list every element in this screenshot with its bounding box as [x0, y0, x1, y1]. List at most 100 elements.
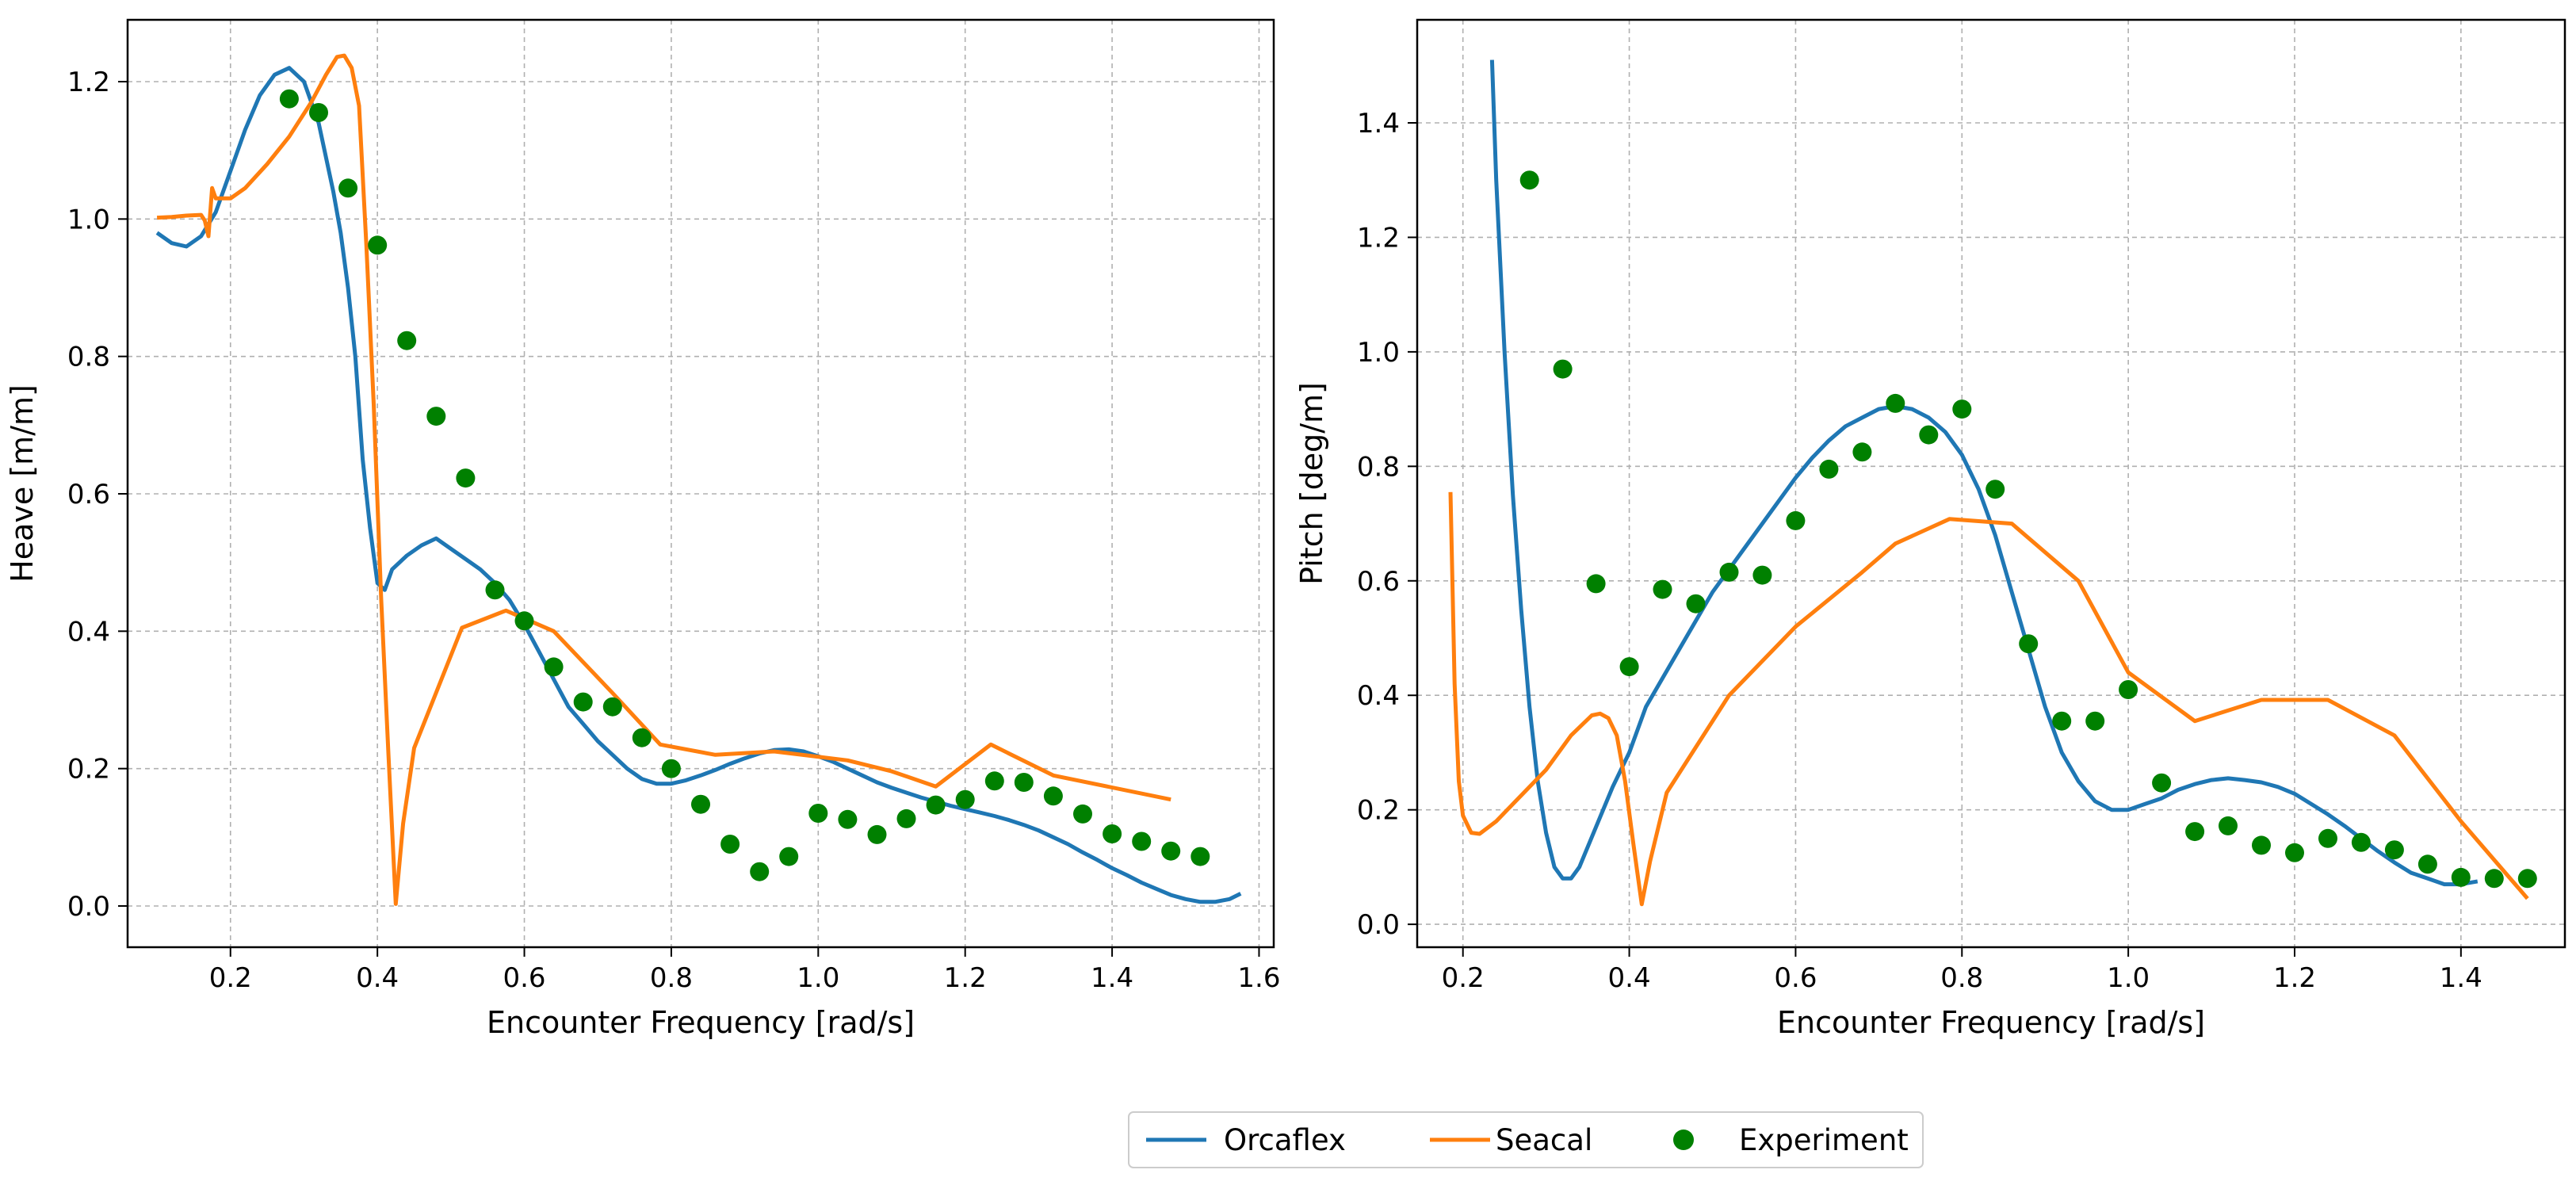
pitch-experiment-point	[2417, 854, 2437, 874]
pitch-y-tick-label: 1.0	[1357, 337, 1400, 369]
heave-experiment-point	[896, 808, 916, 828]
heave-y-axis-label: Heave [m/m]	[5, 384, 40, 583]
pitch-experiment-point	[2052, 711, 2072, 731]
pitch-experiment-point	[1952, 399, 1972, 419]
pitch-x-tick-label: 1.0	[2107, 962, 2150, 994]
heave-y-tick-label: 0.8	[67, 342, 110, 373]
legend-frame	[1128, 1111, 1924, 1168]
pitch-x-tick-label: 1.2	[2273, 962, 2316, 994]
pitch-x-tick-label: 0.2	[1442, 962, 1485, 994]
legend-experiment-marker	[1673, 1130, 1694, 1150]
legend-orcaflex-label: Orcaflex	[1224, 1123, 1346, 1157]
pitch-x-tick-label: 0.4	[1608, 962, 1651, 994]
heave-experiment-point	[1161, 841, 1181, 861]
heave-experiment-point	[867, 824, 887, 844]
heave-experiment-point	[1191, 847, 1210, 866]
pitch-x-tick-label: 0.6	[1774, 962, 1817, 994]
pitch-experiment-point	[1919, 425, 1939, 445]
pitch-orcaflex-line	[1489, 59, 2479, 887]
pitch-experiment-point	[2019, 634, 2039, 654]
pitch-experiment-point	[2152, 773, 2172, 793]
heave-experiment-point	[573, 692, 593, 712]
heave-y-tick-label: 0.6	[67, 479, 110, 510]
pitch-panel: 0.2 0.4 0.6 0.8 1.0 1.2 1.4 0.0 0.2 0.4 0.6 0.8 1.0 1…	[1294, 18, 2566, 1040]
heave-experiment-point	[1132, 831, 1152, 851]
heave-data	[155, 53, 1242, 906]
pitch-experiment-point	[2384, 840, 2404, 860]
pitch-experiment-point	[1819, 459, 1839, 479]
heave-experiment-point	[279, 89, 299, 109]
heave-y-tick-label: 0.0	[67, 891, 110, 923]
pitch-seacal-line	[1448, 491, 2529, 907]
pitch-experiment-point	[1986, 480, 2005, 499]
heave-x-tick-label: 1.0	[797, 962, 839, 994]
pitch-y-tick-label: 0.6	[1357, 566, 1400, 598]
legend: Orcaflex Seacal Experiment	[1128, 1111, 1924, 1168]
pitch-experiment-point	[2252, 835, 2271, 855]
heave-x-tick-label: 0.8	[650, 962, 693, 994]
heave-experiment-point	[808, 804, 828, 823]
legend-experiment-label: Experiment	[1739, 1123, 1909, 1157]
heave-x-tick-label: 0.6	[503, 962, 545, 994]
heave-seacal-line	[156, 53, 1171, 906]
heave-experiment-point	[720, 835, 740, 854]
pitch-experiment-point	[2517, 869, 2537, 889]
pitch-x-tick-label: 0.8	[1940, 962, 1983, 994]
heave-experiment-point	[368, 235, 388, 255]
pitch-y-tick-label: 0.8	[1357, 451, 1400, 483]
heave-experiment-point	[1073, 804, 1092, 824]
pitch-experiment-point	[1719, 562, 1739, 582]
heave-experiment-point	[691, 794, 710, 814]
heave-experiment-point	[838, 809, 858, 829]
heave-panel: 0.2 0.4 0.6 0.8 1.0 1.2 1.4 1.6 0.0 0.2 0.4 0.6 0.8 1…	[5, 18, 1281, 1040]
heave-experiment-point	[1043, 786, 1063, 806]
heave-experiment-point	[632, 728, 652, 747]
pitch-data	[1448, 59, 2537, 907]
pitch-experiment-point	[2119, 680, 2138, 699]
pitch-experiment-point	[1519, 170, 1539, 190]
heave-y-tick-label: 0.2	[67, 754, 110, 786]
heave-experiment-point	[602, 697, 622, 717]
heave-x-tick-label: 1.4	[1091, 962, 1133, 994]
heave-y-tick-label: 0.4	[67, 616, 110, 648]
pitch-y-tick-label: 0.4	[1357, 680, 1400, 712]
heave-x-tick-label: 1.2	[944, 962, 987, 994]
pitch-experiment-point	[2484, 869, 2504, 889]
heave-y-tick-label: 1.0	[67, 204, 110, 235]
heave-orcaflex-line	[155, 66, 1242, 904]
pitch-experiment-point	[2185, 822, 2205, 842]
heave-x-tick-label: 1.6	[1237, 962, 1280, 994]
pitch-experiment-point	[1786, 510, 1806, 530]
pitch-y-tick-label: 1.2	[1357, 222, 1400, 254]
heave-experiment-point	[1103, 824, 1122, 843]
legend-seacal-label: Seacal	[1496, 1123, 1592, 1157]
heave-experiment-point	[984, 771, 1004, 791]
heave-axes-frame	[126, 18, 1275, 949]
heave-experiment-point	[426, 407, 446, 426]
pitch-experiment-point	[2085, 711, 2105, 731]
pitch-experiment-point	[1619, 657, 1639, 677]
heave-experiment-point	[485, 580, 505, 600]
heave-experiment-point	[955, 789, 975, 809]
pitch-experiment-point	[1886, 393, 1905, 413]
heave-x-axis-label: Encounter Frequency [rad/s]	[487, 1005, 915, 1040]
heave-experiment-point	[544, 657, 564, 677]
pitch-x-tick-label: 1.4	[2440, 962, 2482, 994]
heave-experiment-point	[397, 331, 417, 350]
heave-experiment-point	[456, 468, 476, 488]
pitch-y-tick-label: 1.4	[1357, 108, 1400, 140]
heave-experiment-point	[779, 847, 799, 866]
pitch-experiment-point	[2351, 832, 2371, 852]
pitch-experiment-point	[1852, 442, 1872, 462]
pitch-experiment-point	[2219, 816, 2238, 835]
pitch-experiment-point	[1653, 579, 1672, 599]
pitch-experiment-point	[2318, 828, 2337, 848]
heave-experiment-point	[750, 862, 770, 881]
heave-experiment-point	[309, 103, 328, 122]
heave-x-tick-label: 0.4	[356, 962, 399, 994]
heave-y-tick-label: 1.2	[67, 67, 110, 98]
heave-experiment-point	[338, 178, 358, 198]
pitch-experiment-point	[2285, 843, 2304, 862]
pitch-experiment-point	[2451, 867, 2471, 887]
